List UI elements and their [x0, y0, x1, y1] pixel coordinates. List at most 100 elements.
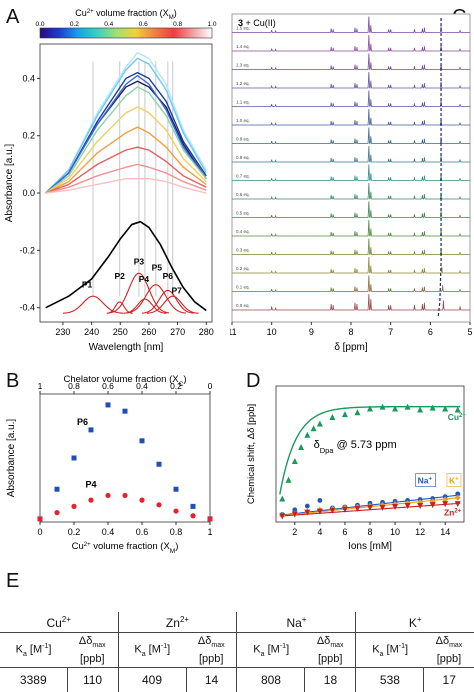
data-point-p6: [106, 402, 111, 407]
data-point-zn: [405, 503, 411, 509]
data-point-p6: [191, 504, 196, 509]
x-tick-label: 7: [388, 327, 393, 337]
column-header-row: Ka [M-1]Δδmax[ppb]Ka [M-1]Δδmax[ppb]Ka […: [0, 633, 474, 668]
x-tick-label: 14: [440, 527, 450, 537]
data-point-cu: [311, 425, 317, 431]
colorbar-label: Cu2+ volume fraction (XM): [75, 8, 176, 21]
trace-label: 0.8 eq.: [236, 155, 250, 160]
x-axis-label: Wavelength [nm]: [89, 342, 164, 353]
panel-label-e: E: [6, 570, 19, 593]
y-tick-label: -0.2: [19, 245, 35, 255]
y-tick-label: 0.0: [22, 188, 35, 198]
x-tick-label: 9: [309, 327, 314, 337]
peak-label: P2: [114, 271, 125, 281]
x-tick-label: 270: [170, 327, 185, 337]
data-point-p6: [174, 487, 179, 492]
x-tick-label: 0.8: [170, 527, 183, 537]
trace-label: 1.3 eq.: [236, 63, 250, 68]
ka-value-k: 538: [356, 668, 424, 692]
x-tick-label: 250: [113, 327, 128, 337]
data-point-cu: [430, 405, 436, 411]
series-label-cu: Cu2+: [448, 412, 467, 422]
series-label-p6: P6: [77, 417, 88, 427]
uv-spectra-chart: Cu2+ volume fraction (XM) 0.0 0.2 0.4 0.6 0.8…: [0, 0, 232, 360]
ion-header-row: Cu2+Zn2+Na+K+: [0, 612, 474, 633]
deconvolution-peak: [63, 296, 123, 313]
x-tick-label: 0.6: [136, 527, 149, 537]
data-point-na: [305, 504, 310, 509]
x-tick-label: 260: [141, 327, 156, 337]
series-label-na: Na+: [418, 476, 433, 486]
peak-label: P3: [134, 257, 145, 267]
data-point-cu: [304, 432, 310, 438]
trace-label: 0.3 eq.: [236, 248, 250, 253]
data-point-cu: [317, 421, 323, 427]
colorbar-tick: 0.6: [139, 21, 148, 28]
top-tick-label: 1: [38, 381, 43, 391]
data-point-p6: [55, 487, 60, 492]
nmr-titration-chart: 3 + Cu(II)0.0 eq.0.1 eq.0.2 eq.0.3 eq.0.…: [230, 0, 474, 360]
x-tick-label: 10: [390, 527, 400, 537]
ion-header-zn: Zn2+: [118, 612, 237, 633]
x-axis-label: δ [ppm]: [334, 342, 368, 353]
x-axis-label: Ions [mM]: [348, 541, 392, 552]
y-axis-label: Absorbance [a.u.]: [6, 419, 17, 498]
x-tick-label: 0: [37, 527, 42, 537]
top-tick-label: 0.4: [136, 381, 148, 391]
ka-value-cu: 3389: [0, 668, 67, 692]
ka-header: Ka [M-1]: [237, 633, 305, 668]
data-point-na: [317, 498, 322, 503]
data-point-p6: [72, 456, 77, 461]
data-point-p4: [37, 516, 42, 521]
colorbar-tick: 0.2: [70, 21, 79, 28]
y-tick-label: -0.4: [19, 303, 35, 313]
ka-header: Ka [M-1]: [118, 633, 186, 668]
y-tick-label: 0.4: [22, 73, 35, 83]
trace-label: 0.6 eq.: [236, 192, 250, 197]
x-tick-label: 4: [317, 527, 322, 537]
delta-max-value-k: 17: [424, 668, 474, 692]
data-point-cu: [298, 444, 304, 450]
trace-label: 1.1 eq.: [236, 100, 250, 105]
data-point-p4: [88, 498, 93, 503]
ka-header: Ka [M-1]: [0, 633, 67, 668]
data-point-p4: [190, 513, 195, 518]
trace-label: 1.4 eq.: [236, 44, 250, 49]
colorbar-tick: 0.8: [173, 21, 182, 28]
trace-label: 1.0 eq.: [236, 118, 250, 123]
ka-header: Ka [M-1]: [356, 633, 424, 668]
annotation: δDpa @ 5.73 ppm: [314, 439, 397, 455]
data-point-zn: [455, 501, 461, 507]
data-point-p4: [156, 502, 161, 507]
delta-max-value-cu: 110: [67, 668, 118, 692]
ion-header-cu: Cu2+: [0, 612, 118, 633]
deconvolution-peak: [147, 296, 199, 313]
x-tick-label: 280: [199, 327, 214, 337]
x-tick-label: 6: [428, 327, 433, 337]
series-label-k: K+: [449, 476, 459, 486]
colorbar: [40, 28, 212, 38]
x-tick-label: 11: [230, 327, 237, 337]
peak-label: P1: [82, 280, 93, 290]
trace-label: 0.9 eq.: [236, 137, 250, 142]
trace-label: 0.7 eq.: [236, 174, 250, 179]
colorbar-tick: 0.4: [104, 21, 113, 28]
data-point-cu: [329, 414, 335, 420]
data-point-p6: [123, 409, 128, 414]
data-point-cu: [292, 458, 298, 464]
x-tick-label: 1: [207, 527, 212, 537]
peak-label: P5: [152, 262, 163, 272]
trace-label: 1.5 eq.: [236, 26, 250, 31]
trace-label: 0.1 eq.: [236, 285, 250, 290]
x-tick-label: 230: [55, 327, 70, 337]
data-point-p4: [207, 516, 212, 521]
delta-max-header: Δδmax[ppb]: [186, 633, 237, 668]
trace-label: 1.2 eq.: [236, 81, 250, 86]
ion-header-k: K+: [356, 612, 474, 633]
trace-label: 0.0 eq.: [236, 303, 250, 308]
data-point-cu: [342, 411, 348, 417]
delta-max-header: Δδmax[ppb]: [424, 633, 474, 668]
